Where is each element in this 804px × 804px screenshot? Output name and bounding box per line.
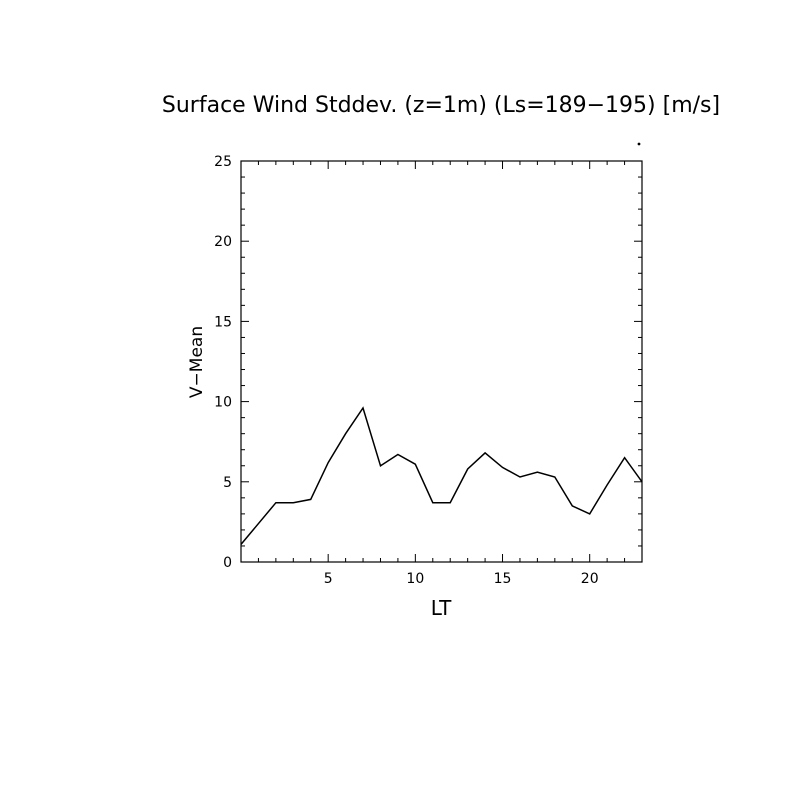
series-layer [240, 406, 643, 545]
x-tick-label: 10 [406, 571, 424, 587]
y-tick-label: 25 [214, 154, 232, 170]
axis-ticks [240, 160, 643, 563]
x-axis-label: LT [431, 596, 452, 620]
y-tick-label: 15 [214, 314, 232, 330]
y-tick-label: 0 [223, 555, 232, 571]
plot-frame [240, 160, 643, 563]
y-tick-label: 10 [214, 395, 232, 411]
corner-dot [637, 142, 641, 146]
y-axis-label: V−Mean [187, 326, 207, 398]
y-tick-label: 20 [214, 234, 232, 250]
x-tick-label: 20 [581, 571, 599, 587]
chart-title: Surface Wind Stddev. (z=1m) (Ls=189−195)… [162, 93, 720, 118]
tick-labels: 5 10 15 20 0 5 10 15 20 25 [214, 154, 598, 587]
y-tick-label: 5 [223, 475, 232, 491]
x-tick-label: 15 [494, 571, 512, 587]
series-line [240, 406, 643, 545]
x-tick-label: 5 [324, 571, 333, 587]
